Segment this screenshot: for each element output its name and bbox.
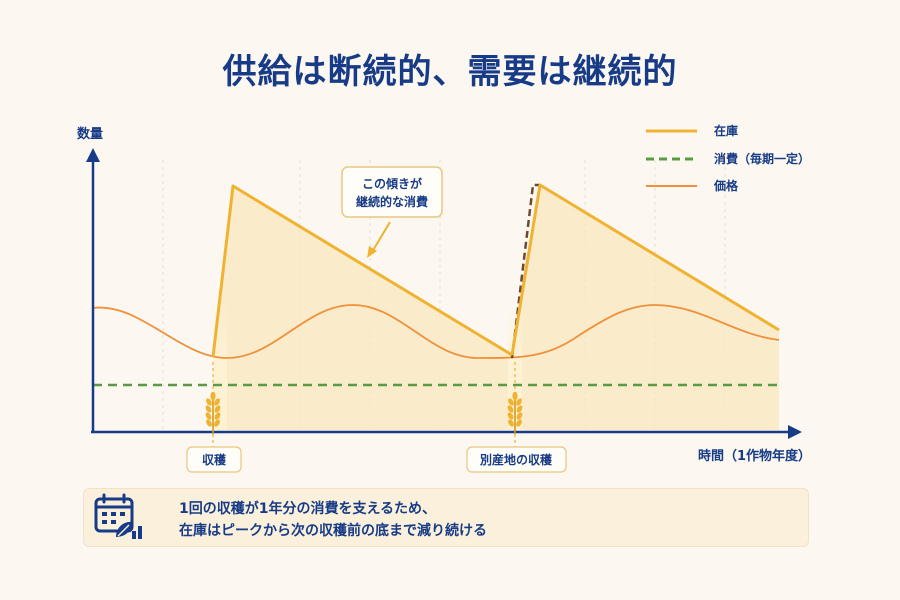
wheat-icon <box>507 391 523 434</box>
legend-label-inventory: 在庫 <box>714 123 738 138</box>
harvest-label-1: 収穫 <box>202 452 227 467</box>
alt-supply-line <box>510 183 540 359</box>
callout-arrow <box>371 221 391 253</box>
inventory-fill <box>213 185 779 430</box>
callout-line-2: 継続的な消費 <box>356 194 428 209</box>
harvest-marker-1: 収穫 <box>186 362 242 473</box>
page-title: 供給は断続的、需要は継続的 <box>222 52 678 92</box>
y-axis-label: 数量 <box>77 126 103 142</box>
note-line-1: 1回の収穫が1年分の消費を支えるため、 <box>179 501 437 517</box>
callout-line-1: この傾きが <box>362 176 422 191</box>
x-axis-label: 時間（1作物年度） <box>698 448 811 464</box>
legend: 在庫 消費（毎期一定） 価格 <box>646 123 810 193</box>
inventory-line <box>211 183 780 358</box>
harvest-label-2: 別産地の収穫 <box>479 452 553 467</box>
wheat-icon <box>205 391 221 434</box>
slope-callout: この傾きが 継続的な消費 <box>341 166 443 258</box>
note-line-2: 在庫はピークから次の収穫前の底まで減り続ける <box>179 523 487 539</box>
callout-arrowhead <box>367 246 377 258</box>
legend-label-price: 価格 <box>713 178 739 193</box>
calendar-chart-icon <box>94 493 142 539</box>
price-curve <box>92 304 780 359</box>
legend-label-consumption: 消費（毎期一定） <box>714 151 810 166</box>
harvest-marker-2: 別産地の収穫 <box>466 362 567 473</box>
summary-note: 1回の収穫が1年分の消費を支えるため、 在庫はピークから次の収穫前の底まで減り続… <box>83 488 809 547</box>
axes <box>86 148 802 439</box>
